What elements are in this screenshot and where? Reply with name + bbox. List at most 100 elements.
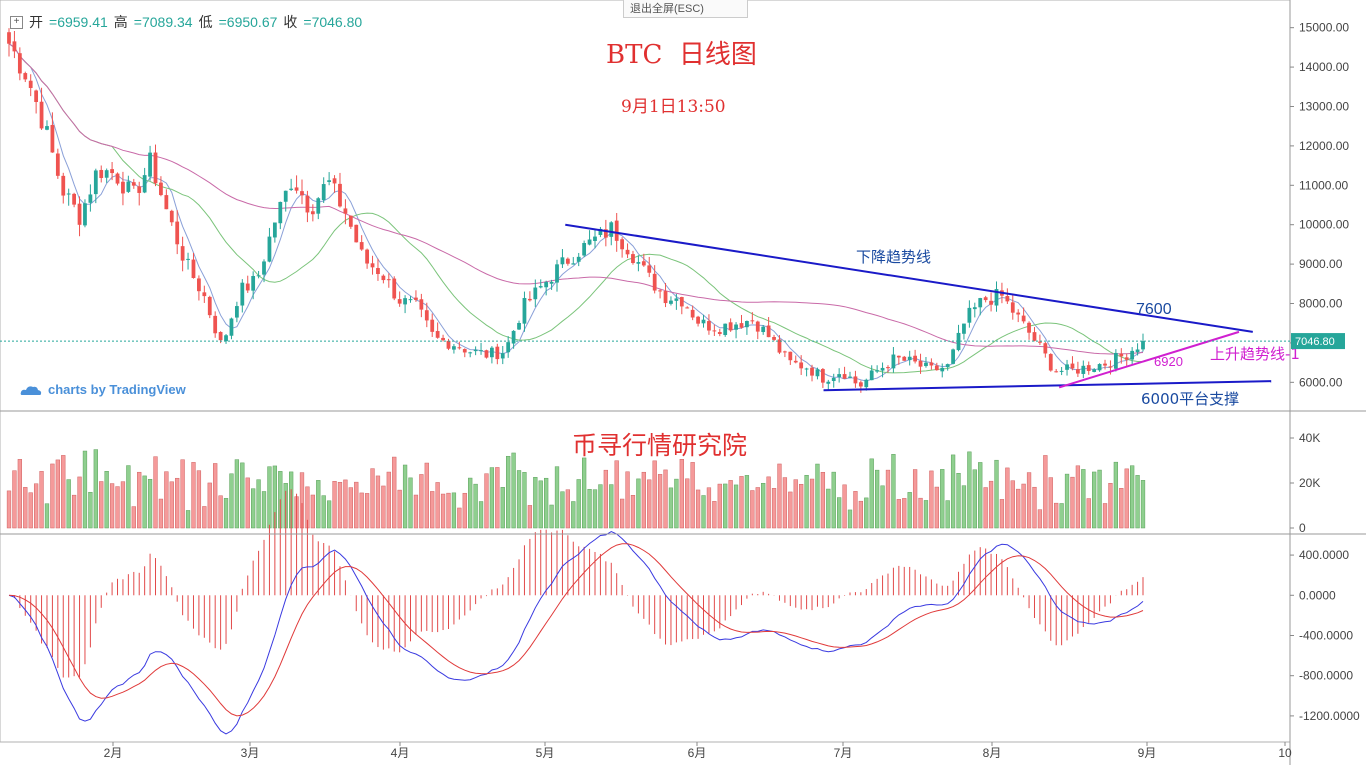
- candle: [858, 382, 863, 387]
- macd-tick-label: -400.0000: [1299, 628, 1353, 642]
- volume-bar: [142, 475, 147, 529]
- candle: [12, 41, 17, 52]
- candle: [701, 319, 706, 324]
- candle: [1124, 357, 1129, 360]
- volume-bar: [28, 492, 33, 529]
- volume-bar: [929, 470, 934, 529]
- candle: [707, 321, 711, 331]
- volume-bar: [983, 487, 988, 529]
- price-tick-label: 13000.00: [1299, 99, 1349, 113]
- volume-bar: [950, 454, 956, 529]
- candle: [1021, 315, 1026, 322]
- candle: [484, 350, 489, 358]
- candle: [267, 236, 272, 262]
- candle: [224, 335, 228, 342]
- volume-bar: [12, 470, 17, 529]
- trend-line-label: 6000平台支撑: [1141, 390, 1239, 408]
- candle: [386, 279, 391, 281]
- chart-subtitle: 9月1日13:50: [621, 97, 726, 117]
- candle: [1119, 353, 1124, 357]
- candle: [202, 292, 207, 297]
- candle: [972, 307, 977, 310]
- candle: [300, 191, 304, 196]
- price-tick-label: 15000.00: [1299, 21, 1349, 35]
- candle: [826, 381, 831, 384]
- volume-tick-label: 20K: [1299, 476, 1320, 490]
- tradingview-logo[interactable]: charts by TradingView: [20, 382, 186, 397]
- volume-bar: [185, 510, 191, 529]
- volume-bar: [196, 470, 202, 529]
- candle: [1005, 296, 1010, 302]
- volume-bar: [619, 498, 625, 529]
- trend-line-label: 下降趋势线: [856, 248, 931, 266]
- candle: [853, 376, 858, 384]
- volume-bar: [213, 463, 218, 529]
- volume-bar: [815, 463, 820, 529]
- candle: [880, 367, 885, 371]
- volume-bar: [891, 454, 896, 529]
- candle: [555, 264, 559, 283]
- volume-bar: [912, 469, 918, 529]
- volume-bar: [544, 477, 549, 529]
- volume-bar: [896, 499, 901, 529]
- volume-bar: [77, 476, 82, 529]
- candle: [723, 323, 728, 336]
- price-tick-label: 12000.00: [1299, 139, 1349, 153]
- candle: [506, 342, 511, 353]
- volume-bar: [1016, 488, 1021, 529]
- volume-bar: [6, 490, 12, 529]
- open-value: 6959.41: [57, 14, 108, 30]
- candle: [956, 332, 961, 351]
- candle: [766, 325, 771, 338]
- candle: [408, 299, 413, 301]
- candle: [283, 190, 288, 202]
- time-tick-label: 10: [1278, 746, 1292, 760]
- volume-bar: [554, 466, 560, 529]
- price-tick-label: 14000.00: [1299, 60, 1349, 74]
- volume-bar: [853, 491, 858, 529]
- volume-bar: [359, 492, 364, 529]
- volume-bar: [511, 452, 516, 529]
- volume-bar: [527, 505, 533, 529]
- candle: [582, 243, 587, 256]
- volume-bar: [972, 469, 977, 529]
- volume-bar: [424, 462, 429, 529]
- candle: [272, 222, 277, 238]
- volume-bar: [489, 467, 495, 529]
- volume-bar: [473, 483, 478, 529]
- candle: [256, 275, 261, 277]
- candle: [1027, 322, 1031, 333]
- candle: [55, 153, 60, 176]
- candle: [652, 273, 657, 291]
- volume-bar: [641, 471, 646, 529]
- candle: [7, 32, 11, 44]
- volume-bar: [999, 499, 1005, 529]
- candle: [1054, 371, 1059, 373]
- candle: [1081, 365, 1086, 374]
- candle: [99, 169, 104, 179]
- candle: [376, 268, 380, 275]
- candle: [728, 322, 733, 331]
- expand-icon[interactable]: +: [10, 15, 23, 29]
- volume-bar: [1064, 473, 1070, 529]
- candle: [153, 152, 158, 184]
- volume-bar: [771, 488, 777, 529]
- candle: [902, 356, 907, 361]
- candle: [1059, 370, 1064, 372]
- candle: [962, 323, 966, 334]
- volume-bar: [1032, 486, 1037, 529]
- volume-bar: [446, 492, 451, 529]
- candle: [343, 208, 348, 214]
- candle: [696, 316, 700, 324]
- macd-tick-label: 400.0000: [1299, 548, 1349, 562]
- candle: [262, 261, 266, 275]
- volume-bar: [1021, 483, 1026, 529]
- exit-fullscreen-button[interactable]: 退出全屏(ESC): [623, 0, 748, 18]
- candle: [967, 307, 972, 323]
- candle: [446, 340, 451, 349]
- volume-bar: [571, 501, 576, 529]
- volume-bar: [1059, 503, 1064, 529]
- volume-bar: [934, 486, 939, 529]
